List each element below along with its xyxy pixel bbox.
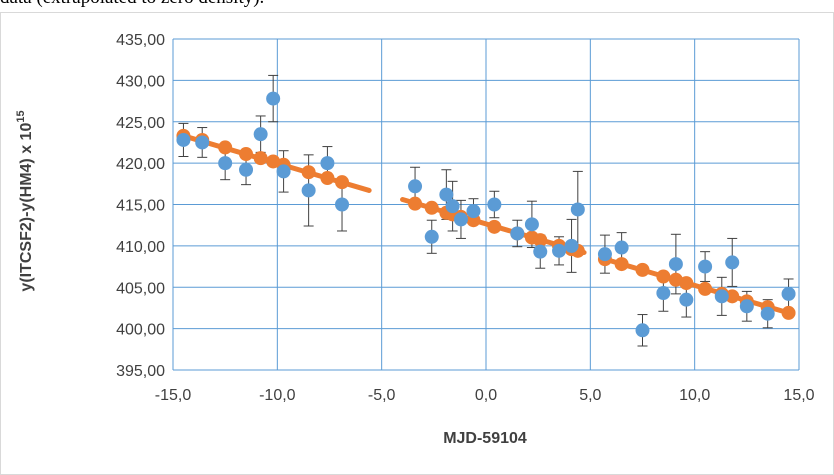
data-points (176, 91, 796, 338)
y-tick-label: 435,00 (116, 32, 165, 49)
measured-point (439, 187, 454, 202)
extrapolated-point (408, 196, 423, 211)
measured-point (453, 212, 468, 227)
extrapolated-point (679, 276, 694, 291)
measured-point (408, 179, 423, 194)
x-tick-label: 5,0 (579, 387, 601, 404)
measured-point (533, 244, 548, 259)
measured-point (760, 306, 775, 321)
measured-point (564, 238, 579, 253)
measured-point (253, 127, 268, 142)
measured-point (570, 202, 585, 217)
x-tick-label: 0,0 (475, 387, 497, 404)
measured-point (614, 240, 629, 255)
measured-point (524, 217, 539, 232)
extrapolated-point (487, 219, 502, 234)
measured-point (656, 286, 671, 301)
measured-point (635, 323, 650, 338)
extrapolated-point (781, 305, 796, 320)
extrapolated-point (533, 233, 548, 248)
extrapolated-point (253, 151, 268, 166)
measured-point (725, 255, 740, 270)
y-tick-label: 420,00 (116, 156, 165, 173)
x-tick-label: -15,0 (155, 387, 192, 404)
measured-point (266, 91, 281, 106)
y-axis-label-main: y(ITCSF2)-y(HM4) x 10 (18, 123, 35, 292)
y-tick-label: 410,00 (116, 239, 165, 256)
measured-point (466, 204, 481, 219)
measured-point (276, 164, 291, 179)
y-axis-label-superscript: 15 (15, 110, 27, 122)
gridlines (172, 38, 800, 371)
measured-point (176, 132, 191, 147)
scatter-chart: 395,00 400,00 405,00 410,00 415,00 420,00 425,… (15, 32, 815, 447)
y-tick-labels: 395,00 400,00 405,00 410,00 415,00 420,00 425,… (116, 32, 165, 380)
extrapolated-point (725, 289, 740, 304)
measured-point (668, 257, 683, 272)
measured-point (445, 199, 460, 214)
y-tick-label: 415,00 (116, 198, 165, 215)
y-tick-label: 425,00 (116, 115, 165, 132)
measured-point (510, 226, 525, 241)
measured-point (218, 156, 233, 171)
y-tick-label: 395,00 (116, 363, 165, 380)
x-tick-label: 15,0 (783, 387, 814, 404)
measured-point (739, 299, 754, 314)
x-tick-labels: -15,0 -10,0 -5,0 0,0 5,0 10,0 15,0 (155, 387, 815, 404)
extrapolated-point (656, 269, 671, 284)
extrapolated-point (698, 281, 713, 296)
x-tick-label: -10,0 (259, 387, 296, 404)
extrapolated-point (635, 262, 650, 277)
extrapolated-point (239, 147, 254, 162)
extrapolated-point (335, 175, 350, 190)
measured-point (239, 162, 254, 177)
extrapolated-point (218, 140, 233, 155)
x-axis-label: MJD-59104 (443, 430, 527, 447)
measured-point (301, 183, 316, 198)
y-tick-label: 400,00 (116, 322, 165, 339)
measured-point (195, 135, 210, 150)
measured-point (335, 197, 350, 212)
extrapolated-point (424, 200, 439, 215)
measured-point (424, 229, 439, 244)
measured-point (552, 243, 567, 258)
measured-point (698, 259, 713, 274)
measured-point (597, 247, 612, 262)
x-tick-label: -5,0 (368, 387, 396, 404)
x-tick-label: 10,0 (679, 387, 710, 404)
extrapolated-point (320, 171, 335, 186)
trend-line (602, 256, 792, 316)
y-axis-label: y(ITCSF2)-y(HM4) x 1015 (15, 110, 35, 291)
chart-area: 395,00 400,00 405,00 410,00 415,00 420,00 425,… (0, 12, 834, 475)
measured-point (487, 197, 502, 212)
measured-point (679, 292, 694, 307)
measured-point (781, 286, 796, 301)
extrapolated-point (614, 257, 629, 272)
y-tick-label: 405,00 (116, 280, 165, 297)
measured-point (714, 289, 729, 304)
y-tick-label: 430,00 (116, 73, 165, 90)
caption-text: data (extrapolated to zero density). (0, 0, 264, 9)
extrapolated-point (301, 165, 316, 180)
measured-point (320, 156, 335, 171)
